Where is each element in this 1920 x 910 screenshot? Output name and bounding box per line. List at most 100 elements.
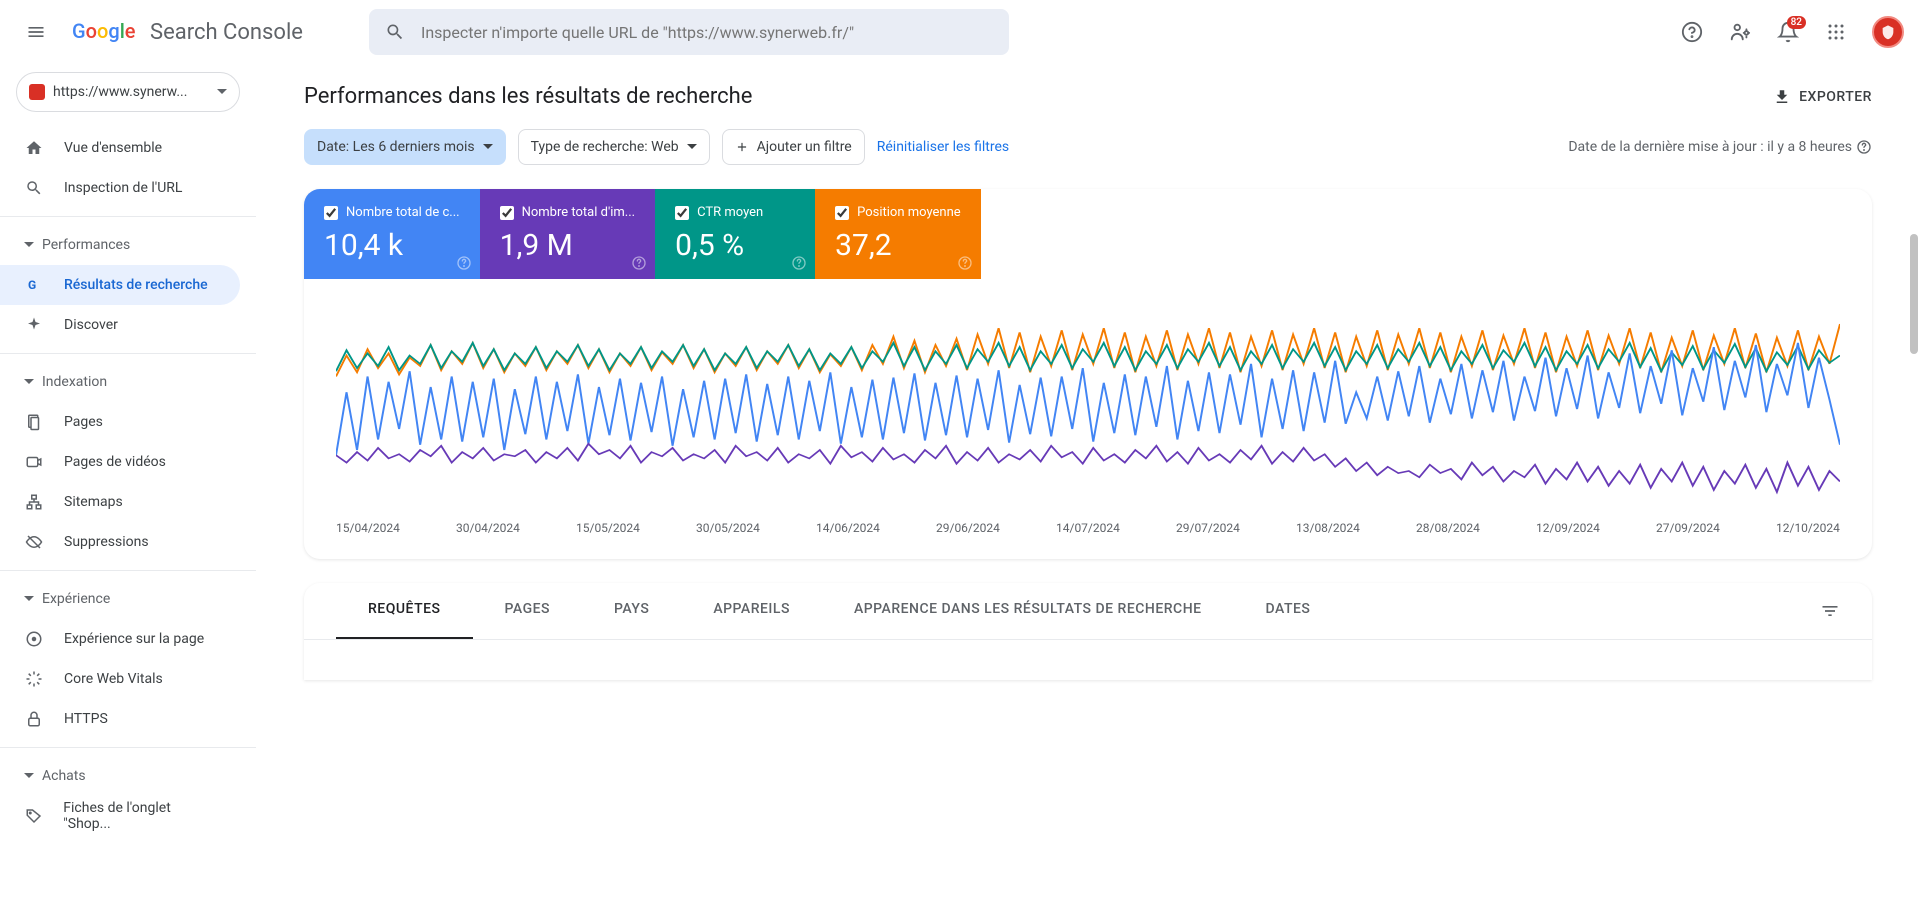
metric-check[interactable]: Position moyenne [835,205,961,220]
logo[interactable]: Google Search Console [72,20,303,45]
apps-button[interactable] [1816,12,1856,52]
sidebar-label: HTTPS [64,711,108,727]
settings-button[interactable] [1720,12,1760,52]
chart-line [336,444,1840,492]
add-filter-button[interactable]: Ajouter un filtre [722,129,865,165]
page-exp-icon [24,630,44,648]
sidebar-item-url-inspect[interactable]: Inspection de l'URL [0,168,240,208]
account-avatar[interactable] [1872,16,1904,48]
sidebar-item-cwv[interactable]: Core Web Vitals [0,659,240,699]
sidebar-section-performances[interactable]: Performances [0,225,256,265]
sidebar-section-shopping[interactable]: Achats [0,756,256,796]
filter-chip-date[interactable]: Date: Les 6 derniers mois [304,129,506,165]
metric-card-0[interactable]: Nombre total de c...10,4 k [304,189,480,279]
x-label: 28/08/2024 [1416,521,1480,535]
metric-checkbox[interactable] [500,206,514,220]
sidebar-item-https[interactable]: HTTPS [0,699,240,739]
metric-check[interactable]: Nombre total d'im... [500,205,636,220]
metric-value: 37,2 [835,228,961,263]
last-updated: Date de la dernière mise à jour : il y a… [1568,139,1872,155]
chip-label: Type de recherche: Web [531,139,679,155]
sidebar-section-experience[interactable]: Expérience [0,579,256,619]
tab-pays[interactable]: PAYS [582,583,681,639]
sidebar-section-indexation[interactable]: Indexation [0,362,256,402]
plus-icon [735,140,749,154]
tab-dates[interactable]: DATES [1234,583,1343,639]
scrollbar-thumb[interactable] [1910,234,1918,354]
property-selector[interactable]: https://www.synerw... [16,72,240,112]
divider [0,353,256,354]
help-icon[interactable] [957,255,973,271]
metric-card-2[interactable]: CTR moyen 0,5 % [655,189,815,279]
x-axis-labels: 15/04/202430/04/202415/05/202430/05/2024… [336,513,1840,543]
help-button[interactable] [1672,12,1712,52]
sidebar-item-sitemaps[interactable]: Sitemaps [0,482,240,522]
pages-icon [24,413,44,431]
reset-filters-link[interactable]: Réinitialiser les filtres [877,139,1009,155]
search-bar[interactable] [369,9,1009,55]
sidebar-label: Vue d'ensemble [64,140,162,156]
tabs: REQUÊTESPAGESPAYSAPPAREILSAPPARENCE DANS… [304,583,1872,640]
scrollbar[interactable] [1908,64,1920,910]
section-label: Expérience [42,591,110,607]
sidebar-item-video-pages[interactable]: Pages de vidéos [0,442,240,482]
sidebar-label: Discover [64,317,118,333]
metric-check[interactable]: Nombre total de c... [324,205,460,220]
property-favicon [29,84,45,100]
metric-card-3[interactable]: Position moyenne 37,2 [815,189,981,279]
divider [0,216,256,217]
sidebar-item-search-results[interactable]: G Résultats de recherche [0,265,240,305]
chevron-down-icon [687,142,697,152]
sidebar-label: Inspection de l'URL [64,180,182,196]
sidebar-item-discover[interactable]: Discover [0,305,240,345]
sidebar-label: Fiches de l'onglet "Shop... [63,800,216,832]
chevron-down-icon [483,142,493,152]
table-filter-button[interactable] [1820,583,1840,639]
performance-chart[interactable] [336,303,1840,513]
export-label: EXPORTER [1799,89,1872,105]
tab-appareils[interactable]: APPAREILS [681,583,822,639]
metrics-row: Nombre total de c...10,4 kNombre total d… [304,189,1872,279]
sidebar: https://www.synerw... Vue d'ensemble Ins… [0,64,256,910]
metric-label: CTR moyen [697,205,763,220]
help-icon[interactable] [631,255,647,271]
sidebar-item-pages[interactable]: Pages [0,402,240,442]
sidebar-item-shop-tab[interactable]: Fiches de l'onglet "Shop... [0,796,240,836]
metric-value: 0,5 % [675,228,795,263]
x-label: 30/04/2024 [456,521,520,535]
discover-icon [24,316,44,334]
filter-bar: Date: Les 6 derniers mois Type de recher… [304,129,1872,165]
url-inspect-input[interactable] [421,23,993,42]
help-icon[interactable] [456,255,472,271]
sidebar-label: Résultats de recherche [64,277,208,293]
sidebar-item-page-experience[interactable]: Expérience sur la page [0,619,240,659]
tab-requêtes[interactable]: REQUÊTES [336,583,473,639]
export-button[interactable]: EXPORTER [1773,88,1872,106]
metric-checkbox[interactable] [675,206,689,220]
tab-body [304,640,1872,680]
sidebar-label: Sitemaps [64,494,123,510]
header-actions: 82 [1672,12,1904,52]
metric-checkbox[interactable] [324,206,338,220]
chevron-down-icon [24,240,34,250]
metric-label: Position moyenne [857,205,961,220]
sidebar-item-removals[interactable]: Suppressions [0,522,240,562]
chevron-down-icon [24,594,34,604]
help-icon[interactable] [1856,139,1872,155]
tag-icon [24,807,43,825]
main-content: Performances dans les résultats de reche… [256,64,1920,910]
menu-button[interactable] [16,12,56,52]
svg-text:Google: Google [72,20,136,43]
property-url: https://www.synerw... [53,84,209,100]
sidebar-item-overview[interactable]: Vue d'ensemble [0,128,240,168]
tab-pages[interactable]: PAGES [473,583,583,639]
sidebar-label: Suppressions [64,534,149,550]
tab-apparence-dans-les-résultats-de-recherche[interactable]: APPARENCE DANS LES RÉSULTATS DE RECHERCH… [822,583,1234,639]
filter-chip-type[interactable]: Type de recherche: Web [518,129,710,165]
help-icon[interactable] [791,255,807,271]
metric-check[interactable]: CTR moyen [675,205,795,220]
notifications-button[interactable]: 82 [1768,12,1808,52]
metric-card-1[interactable]: Nombre total d'im...1,9 M [480,189,656,279]
performance-card: Nombre total de c...10,4 kNombre total d… [304,189,1872,559]
metric-checkbox[interactable] [835,206,849,220]
